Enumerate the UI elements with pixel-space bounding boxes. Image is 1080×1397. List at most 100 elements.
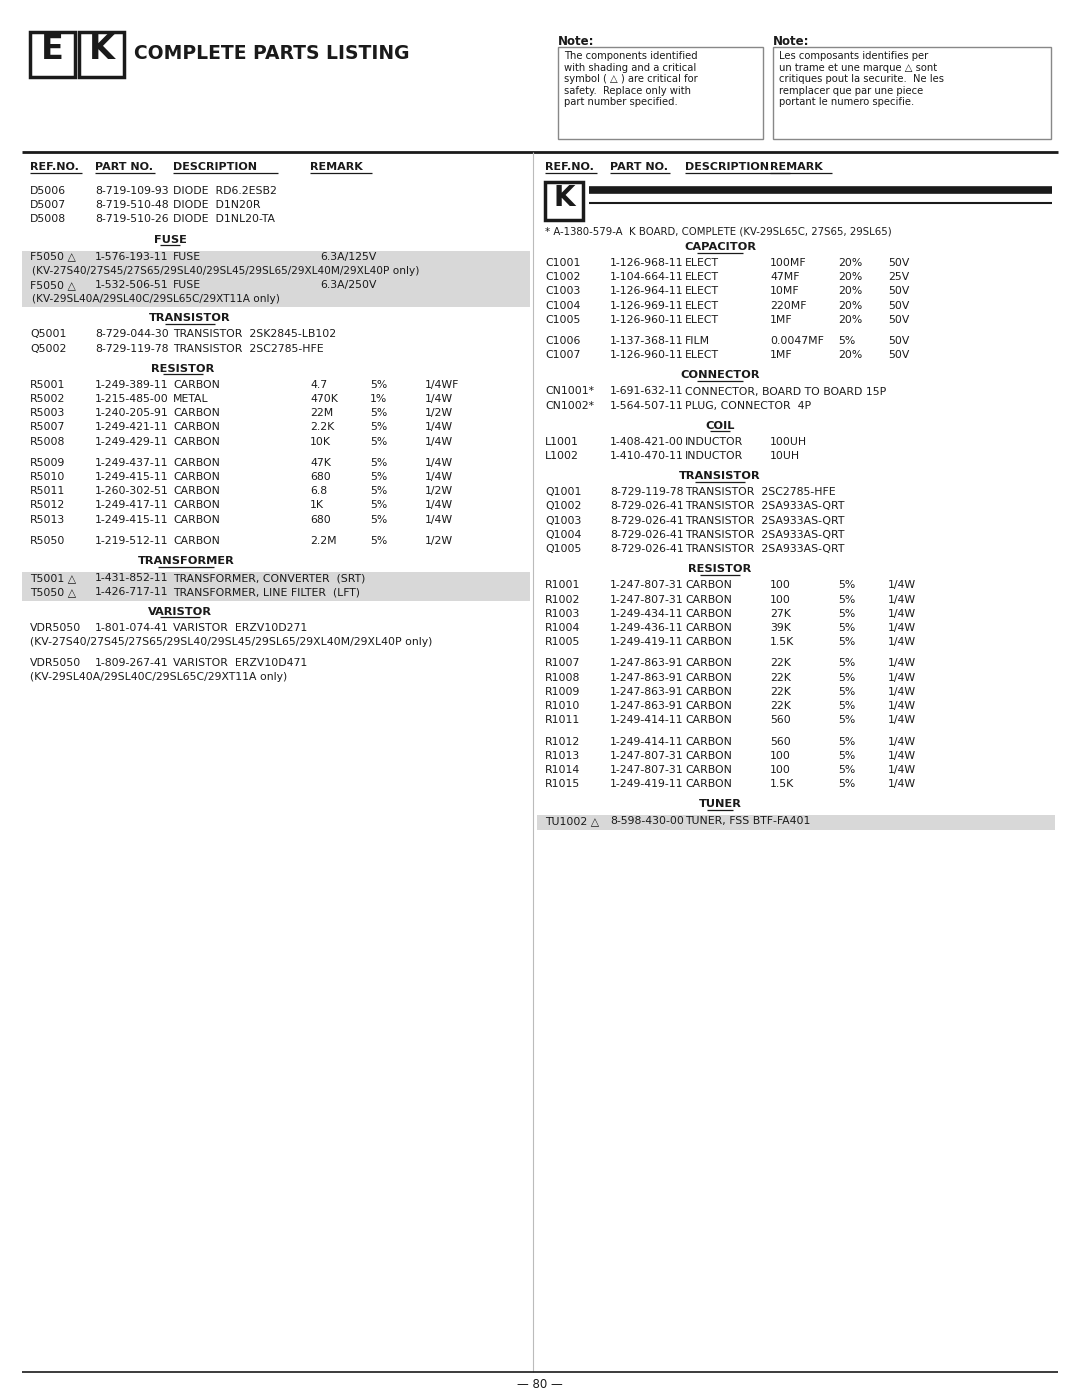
Text: 22M: 22M [310, 408, 334, 418]
Text: 5%: 5% [370, 380, 388, 390]
Text: CARBON: CARBON [685, 609, 732, 619]
Text: TRANSISTOR  2SA933AS-QRT: TRANSISTOR 2SA933AS-QRT [685, 543, 845, 555]
Text: CARBON: CARBON [685, 637, 732, 647]
Text: TRANSISTOR  2SC2785-HFE: TRANSISTOR 2SC2785-HFE [685, 488, 836, 497]
Text: 1-137-368-11: 1-137-368-11 [610, 337, 684, 346]
Text: CARBON: CARBON [685, 701, 732, 711]
Text: TRANSISTOR  2SA933AS-QRT: TRANSISTOR 2SA933AS-QRT [685, 502, 845, 511]
Text: R1007: R1007 [545, 658, 580, 668]
Text: CARBON: CARBON [685, 658, 732, 668]
Text: 100: 100 [770, 766, 791, 775]
Text: 1/4W: 1/4W [426, 422, 454, 433]
Text: Q1003: Q1003 [545, 515, 581, 525]
Text: Q1005: Q1005 [545, 543, 581, 555]
Text: 8-729-026-41: 8-729-026-41 [610, 529, 684, 539]
Text: ELECT: ELECT [685, 272, 719, 282]
Text: CN1001*: CN1001* [545, 387, 594, 397]
Text: CARBON: CARBON [173, 380, 220, 390]
Text: C1001: C1001 [545, 258, 580, 268]
Text: 1-249-417-11: 1-249-417-11 [95, 500, 168, 510]
Text: 5%: 5% [838, 766, 855, 775]
Text: E: E [41, 34, 64, 66]
Bar [22, 587, 530, 601]
Text: DESCRIPTION: DESCRIPTION [173, 162, 257, 172]
Text: 5%: 5% [838, 736, 855, 746]
Text: 1-240-205-91: 1-240-205-91 [95, 408, 168, 418]
Text: 10UH: 10UH [770, 451, 800, 461]
Text: 8-729-119-78: 8-729-119-78 [610, 488, 684, 497]
Text: 1/4W: 1/4W [888, 687, 916, 697]
Text: D5007: D5007 [30, 200, 66, 210]
Text: C1003: C1003 [545, 286, 580, 296]
Text: TRANSISTOR: TRANSISTOR [679, 471, 760, 482]
Text: 50V: 50V [888, 258, 909, 268]
Text: R1003: R1003 [545, 609, 580, 619]
Text: 0.0047MF: 0.0047MF [770, 337, 824, 346]
Text: 20%: 20% [838, 314, 862, 324]
Text: R5050: R5050 [30, 536, 66, 546]
Text: 1/4W: 1/4W [888, 637, 916, 647]
Text: 1/4W: 1/4W [888, 701, 916, 711]
Text: 5%: 5% [838, 780, 855, 789]
Text: 5%: 5% [370, 472, 388, 482]
Text: TUNER, FSS BTF-FA401: TUNER, FSS BTF-FA401 [685, 816, 810, 826]
Text: R5008: R5008 [30, 437, 66, 447]
Text: L1002: L1002 [545, 451, 579, 461]
Text: 1/2W: 1/2W [426, 408, 454, 418]
Text: REF.NO.: REF.NO. [30, 162, 79, 172]
Text: R5007: R5007 [30, 422, 66, 433]
Text: 1-104-664-11: 1-104-664-11 [610, 272, 684, 282]
Text: 39K: 39K [770, 623, 791, 633]
Text: 1-249-421-11: 1-249-421-11 [95, 422, 168, 433]
Text: 5%: 5% [370, 514, 388, 525]
Text: VARISTOR: VARISTOR [148, 606, 212, 616]
Text: PLUG, CONNECTOR  4P: PLUG, CONNECTOR 4P [685, 401, 811, 411]
Text: Q1004: Q1004 [545, 529, 581, 539]
Text: CN1002*: CN1002* [545, 401, 594, 411]
Text: 1/4W: 1/4W [426, 437, 454, 447]
Text: R1013: R1013 [545, 750, 580, 761]
Text: METAL: METAL [173, 394, 208, 404]
Text: CARBON: CARBON [685, 766, 732, 775]
Text: 5%: 5% [370, 437, 388, 447]
Text: R1015: R1015 [545, 780, 580, 789]
Text: 1-247-863-91: 1-247-863-91 [610, 658, 684, 668]
Text: 1-247-807-31: 1-247-807-31 [610, 750, 684, 761]
Text: TRANSFORMER: TRANSFORMER [137, 556, 234, 566]
Text: 1-431-852-11: 1-431-852-11 [95, 573, 168, 583]
Text: 20%: 20% [838, 258, 862, 268]
Text: 680: 680 [310, 472, 330, 482]
Text: R1001: R1001 [545, 580, 580, 591]
Text: The components identified
with shading and a critical
symbol ( △ ) are critical : The components identified with shading a… [564, 52, 698, 108]
Text: 5%: 5% [370, 422, 388, 433]
Text: 1/4W: 1/4W [888, 623, 916, 633]
Text: (KV-27S40/27S45/27S65/29SL40/29SL45/29SL65/29XL40M/29XL40P only): (KV-27S40/27S45/27S65/29SL40/29SL45/29SL… [30, 637, 432, 647]
Text: 1-126-960-11: 1-126-960-11 [610, 314, 684, 324]
Text: CARBON: CARBON [685, 715, 732, 725]
Text: 1-126-969-11: 1-126-969-11 [610, 300, 684, 310]
Text: 560: 560 [770, 715, 791, 725]
Text: 1-126-960-11: 1-126-960-11 [610, 351, 684, 360]
Text: (KV-27S40/27S45/27S65/29SL40/29SL45/29SL65/29XL40M/29XL40P only): (KV-27S40/27S45/27S65/29SL40/29SL45/29SL… [32, 265, 419, 275]
Text: 8-729-119-78: 8-729-119-78 [95, 344, 168, 353]
Text: K: K [553, 184, 575, 212]
Text: 1.5K: 1.5K [770, 780, 794, 789]
Text: FUSE: FUSE [153, 235, 187, 244]
Text: TRANSISTOR: TRANSISTOR [149, 313, 231, 323]
Text: CARBON: CARBON [685, 750, 732, 761]
Text: COMPLETE PARTS LISTING: COMPLETE PARTS LISTING [134, 43, 409, 63]
Text: 50V: 50V [888, 314, 909, 324]
Text: 5%: 5% [838, 337, 855, 346]
Text: REMARK: REMARK [770, 162, 823, 172]
Text: 25V: 25V [888, 272, 909, 282]
Text: Les composants identifies per
un trame et une marque △ sont
critiques pout la se: Les composants identifies per un trame e… [779, 52, 944, 108]
Text: 680: 680 [310, 514, 330, 525]
Text: Note:: Note: [558, 35, 594, 47]
Text: CARBON: CARBON [173, 500, 220, 510]
Text: TRANSISTOR  2SA933AS-QRT: TRANSISTOR 2SA933AS-QRT [685, 515, 845, 525]
Text: Q5001: Q5001 [30, 330, 66, 339]
Text: 1-801-074-41: 1-801-074-41 [95, 623, 168, 633]
Text: PART NO.: PART NO. [95, 162, 153, 172]
Text: 1-249-419-11: 1-249-419-11 [610, 780, 684, 789]
Text: 8-729-026-41: 8-729-026-41 [610, 502, 684, 511]
